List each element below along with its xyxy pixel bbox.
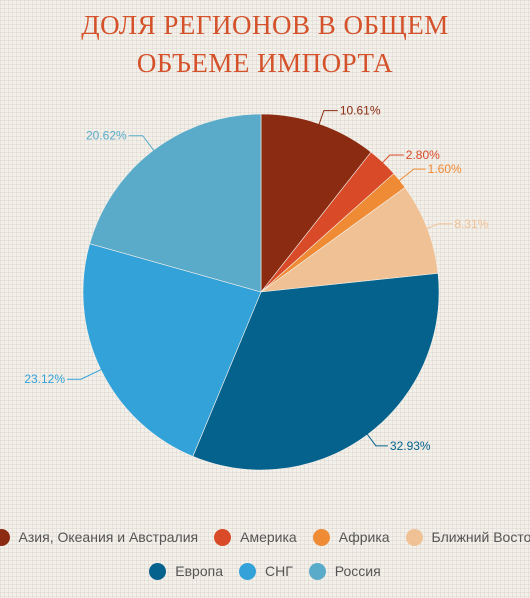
data-label-russia: 20.62% <box>86 129 127 143</box>
legend-item-russia[interactable]: Россия <box>308 562 381 580</box>
legend-swatch-europe <box>149 562 167 580</box>
legend-label-middle-east: Ближний Восток <box>431 529 530 545</box>
data-label-cis: 23.12% <box>24 372 65 386</box>
legend-item-middle-east[interactable]: Ближний Восток <box>405 528 530 546</box>
leader-line-russia <box>128 135 156 152</box>
legend-swatch-middle-east <box>405 528 423 546</box>
leader-line-asia <box>318 110 338 126</box>
leader-line-middle-east <box>425 223 453 230</box>
legend-swatch-america <box>214 528 232 546</box>
chart-title-line-2: ОБЪЕМЕ ИМПОРТА <box>136 48 394 78</box>
legend-label-europe: Европа <box>175 563 223 579</box>
leader-line-africa <box>397 168 426 183</box>
legend-swatch-asia <box>0 528 10 546</box>
legend-label-africa: Африка <box>338 529 390 545</box>
leader-line-america <box>381 154 404 165</box>
legend-item-america[interactable]: Америка <box>214 528 297 546</box>
chart-title-line-1: ДОЛЯ РЕГИОНОВ В ОБЩЕМ <box>81 10 449 40</box>
chart-title: ДОЛЯ РЕГИОНОВ В ОБЩЕМ ОБЪЕМЕ ИМПОРТА <box>0 6 530 82</box>
chart-legend: Азия, Океания и Австралия Америка Африка… <box>0 520 530 588</box>
legend-item-africa[interactable]: Африка <box>312 528 390 546</box>
legend-label-asia: Азия, Океания и Австралия <box>18 529 199 545</box>
leader-line-cis <box>67 368 103 380</box>
leader-line-europe <box>365 432 388 447</box>
data-label-america: 2.80% <box>406 148 440 162</box>
legend-label-russia: Россия <box>334 563 381 579</box>
legend-row-1: Азия, Океания и Австралия Америка Африка… <box>0 520 530 554</box>
legend-item-asia[interactable]: Азия, Океания и Австралия <box>0 528 199 546</box>
legend-item-cis[interactable]: СНГ <box>238 562 293 580</box>
legend-item-europe[interactable]: Европа <box>149 562 223 580</box>
data-label-middle-east: 8.31% <box>454 217 488 231</box>
data-label-africa: 1.60% <box>428 162 462 176</box>
legend-swatch-africa <box>312 528 330 546</box>
legend-swatch-cis <box>238 562 256 580</box>
data-label-asia: 10.61% <box>340 104 381 118</box>
data-label-europe: 32.93% <box>390 439 431 453</box>
legend-row-2: Европа СНГ Россия <box>0 554 530 588</box>
legend-label-america: Америка <box>240 529 297 545</box>
legend-swatch-russia <box>308 562 326 580</box>
legend-label-cis: СНГ <box>264 563 293 579</box>
